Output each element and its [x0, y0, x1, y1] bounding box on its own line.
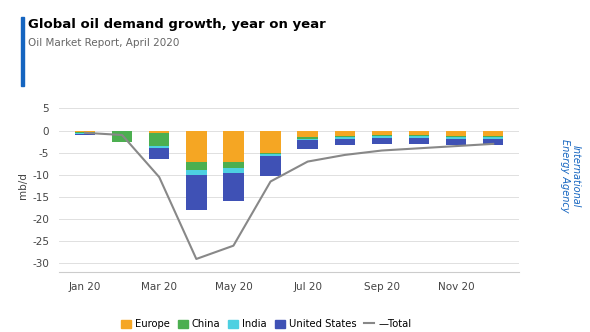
Bar: [297, 140, 318, 149]
Bar: [372, 136, 392, 138]
Legend: Europe, China, India, United States, —Total: Europe, China, India, United States, —To…: [117, 315, 415, 332]
Bar: [335, 136, 355, 137]
Bar: [186, 130, 206, 162]
Bar: [149, 133, 169, 146]
Bar: [186, 162, 206, 170]
Bar: [446, 136, 466, 137]
Bar: [409, 136, 429, 138]
Bar: [335, 138, 355, 145]
Bar: [260, 154, 281, 156]
Bar: [75, 133, 95, 134]
Bar: [446, 130, 466, 136]
Bar: [112, 130, 132, 142]
Bar: [149, 130, 169, 133]
Bar: [483, 130, 503, 136]
Bar: [186, 170, 206, 175]
Bar: [409, 130, 429, 135]
Bar: [75, 130, 95, 132]
Bar: [75, 132, 95, 133]
Bar: [75, 134, 95, 135]
Text: Global oil demand growth, year on year: Global oil demand growth, year on year: [28, 18, 326, 31]
Text: International
Energy Agency: International Energy Agency: [559, 139, 581, 213]
Bar: [372, 130, 392, 135]
Bar: [149, 146, 169, 148]
Bar: [297, 130, 318, 137]
Bar: [223, 173, 244, 202]
Bar: [446, 137, 466, 138]
Bar: [409, 138, 429, 144]
Bar: [409, 135, 429, 136]
Bar: [335, 130, 355, 136]
Bar: [223, 162, 244, 168]
Bar: [223, 130, 244, 162]
Bar: [446, 138, 466, 145]
Bar: [483, 138, 503, 145]
Text: Oil Market Report, April 2020: Oil Market Report, April 2020: [28, 38, 180, 48]
Bar: [483, 137, 503, 138]
Y-axis label: mb/d: mb/d: [18, 173, 28, 199]
Bar: [297, 137, 318, 138]
Bar: [335, 137, 355, 138]
Bar: [149, 148, 169, 159]
Bar: [186, 175, 206, 210]
Bar: [483, 136, 503, 137]
Bar: [372, 138, 392, 144]
Bar: [260, 130, 281, 153]
Bar: [223, 168, 244, 173]
Bar: [260, 153, 281, 154]
Bar: [372, 135, 392, 136]
Bar: [260, 156, 281, 176]
Bar: [297, 138, 318, 140]
